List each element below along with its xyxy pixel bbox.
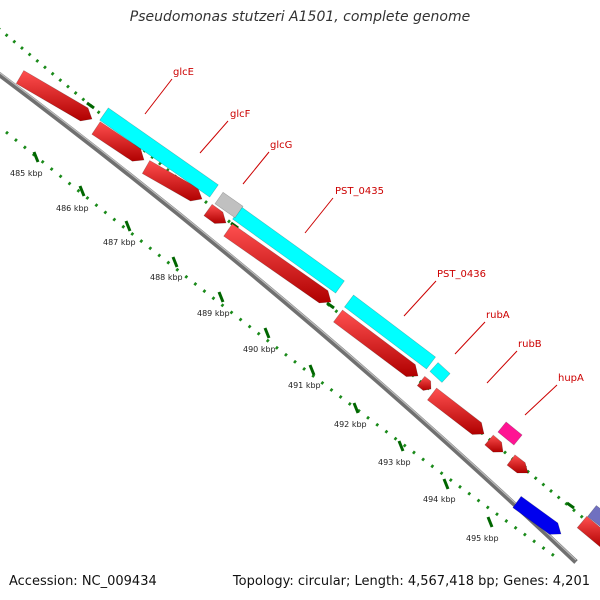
tick-label-486: 486 kbp (56, 204, 89, 213)
pink-feature (497, 421, 523, 446)
inner-major-tick (352, 402, 360, 414)
tick-label-490: 490 kbp (243, 345, 276, 354)
gene-label-glcG: glcG (270, 140, 292, 151)
tick-label-487: 487 kbp (103, 238, 136, 247)
gene-label-glcF: glcF (230, 109, 251, 120)
outer-major-tick (566, 501, 575, 510)
blue-feature (512, 495, 562, 535)
cds-arrow (223, 223, 332, 304)
outer-major-tick (326, 301, 335, 310)
rna-feature (344, 294, 436, 370)
inner-major-tick (124, 220, 132, 232)
tick-label-488: 488 kbp (150, 273, 183, 282)
gene-label-PST_0435: PST_0435 (335, 186, 384, 197)
genome-backbone (0, 71, 578, 564)
genome-summary-text: Topology: circular; Length: 4,567,418 bp… (232, 574, 590, 589)
inner-scale-ring (5, 130, 561, 562)
inner-major-tick (78, 185, 86, 197)
inner-major-ticks (32, 151, 494, 528)
inner-major-tick (263, 327, 271, 339)
tick-label-494: 494 kbp (423, 495, 456, 504)
gene-label-rubB: rubB (518, 339, 542, 350)
outer-major-tick (86, 101, 95, 110)
misc-feature (214, 191, 244, 219)
gene-label-leader (144, 78, 173, 115)
outer-scale-ring (0, 27, 600, 534)
rna-feature (429, 362, 451, 383)
cds-arrow (91, 121, 145, 162)
cds-arrow (416, 375, 432, 391)
accession-text: Accession: NC_009434 (9, 574, 157, 589)
cds-arrow (484, 434, 504, 453)
tick-label-485: 485 kbp (10, 169, 43, 178)
gene-label-leader (199, 120, 229, 154)
map-title: Pseudomonas stutzeri A1501, complete gen… (129, 9, 471, 25)
cds-arrow (141, 160, 203, 202)
gene-label-leader (454, 321, 486, 355)
inner-major-tick (32, 151, 40, 163)
rna-feature (99, 107, 219, 198)
gene-label-PST_0436: PST_0436 (437, 269, 486, 280)
tick-label-489: 489 kbp (197, 309, 230, 318)
purple-feature (587, 505, 600, 527)
gene-label-leader (524, 384, 558, 416)
genome-backbone-highlight (0, 72, 577, 561)
cds-arrow (427, 387, 485, 435)
gene-label-hupA: hupA (558, 373, 584, 384)
gene-label-rubA: rubA (486, 310, 510, 321)
gene-label-glcE: glcE (173, 67, 194, 78)
inner-major-tick (442, 478, 450, 490)
gene-label-leader (242, 151, 270, 185)
feature-track (15, 70, 600, 548)
tick-label-495: 495 kbp (466, 534, 499, 543)
inner-major-tick (486, 516, 494, 528)
cds-arrow (506, 454, 529, 474)
cds-arrow (15, 70, 93, 122)
cds-arrow (333, 309, 419, 377)
inner-major-tick (397, 440, 405, 452)
cds-arrow (203, 203, 227, 224)
gene-label-leaders (144, 78, 558, 416)
tick-label-493: 493 kbp (378, 458, 411, 467)
gene-label-leader (403, 280, 437, 317)
inner-major-tick (217, 291, 225, 303)
gene-label-leader (304, 197, 334, 234)
gene-label-leader (486, 350, 518, 384)
inner-major-tick (308, 364, 316, 376)
cds-arrow (576, 515, 600, 548)
inner-major-tick (171, 256, 179, 268)
tick-label-492: 492 kbp (334, 420, 367, 429)
tick-label-491: 491 kbp (288, 381, 321, 390)
